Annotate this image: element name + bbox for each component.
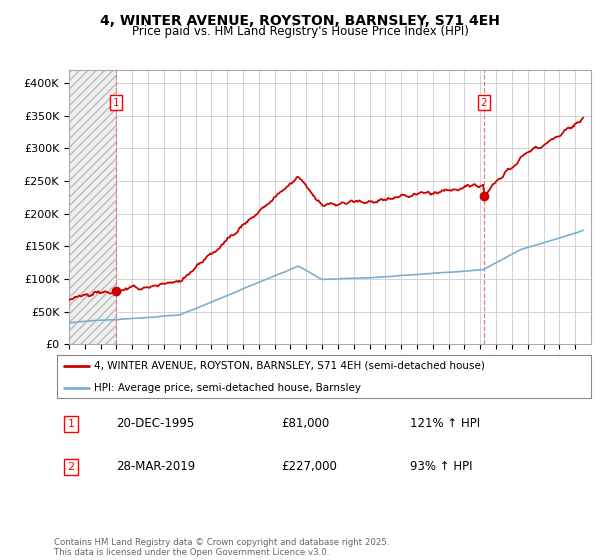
FancyBboxPatch shape: [57, 354, 592, 399]
Text: HPI: Average price, semi-detached house, Barnsley: HPI: Average price, semi-detached house,…: [95, 382, 361, 393]
Text: 1: 1: [113, 97, 119, 108]
Text: Contains HM Land Registry data © Crown copyright and database right 2025.
This d: Contains HM Land Registry data © Crown c…: [54, 538, 389, 557]
Text: 20-DEC-1995: 20-DEC-1995: [116, 417, 194, 431]
Text: £227,000: £227,000: [281, 460, 337, 473]
Text: 28-MAR-2019: 28-MAR-2019: [116, 460, 196, 473]
Text: 1: 1: [67, 419, 74, 429]
Text: 2: 2: [67, 462, 74, 472]
Text: £81,000: £81,000: [281, 417, 329, 431]
Text: 4, WINTER AVENUE, ROYSTON, BARNSLEY, S71 4EH: 4, WINTER AVENUE, ROYSTON, BARNSLEY, S71…: [100, 14, 500, 28]
Text: 4, WINTER AVENUE, ROYSTON, BARNSLEY, S71 4EH (semi-detached house): 4, WINTER AVENUE, ROYSTON, BARNSLEY, S71…: [95, 361, 485, 371]
Bar: [69, 70, 116, 344]
Text: 93% ↑ HPI: 93% ↑ HPI: [410, 460, 473, 473]
Text: 2: 2: [481, 97, 487, 108]
Text: Price paid vs. HM Land Registry's House Price Index (HPI): Price paid vs. HM Land Registry's House …: [131, 25, 469, 38]
Text: 121% ↑ HPI: 121% ↑ HPI: [410, 417, 481, 431]
